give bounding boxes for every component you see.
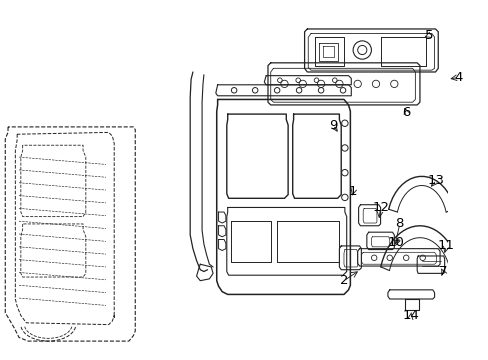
Text: 3: 3 (487, 61, 488, 74)
Text: 14: 14 (402, 309, 418, 322)
Text: 6: 6 (401, 106, 409, 119)
Text: 9: 9 (328, 118, 337, 131)
Text: 4: 4 (453, 71, 462, 84)
Text: 11: 11 (437, 239, 454, 252)
Text: 8: 8 (395, 217, 403, 230)
Text: 13: 13 (427, 174, 444, 186)
Text: 12: 12 (371, 201, 388, 214)
Text: 2: 2 (339, 274, 347, 287)
Text: 10: 10 (387, 236, 404, 249)
Text: 7: 7 (438, 265, 446, 278)
Text: 5: 5 (424, 29, 432, 42)
Text: 1: 1 (348, 185, 357, 198)
